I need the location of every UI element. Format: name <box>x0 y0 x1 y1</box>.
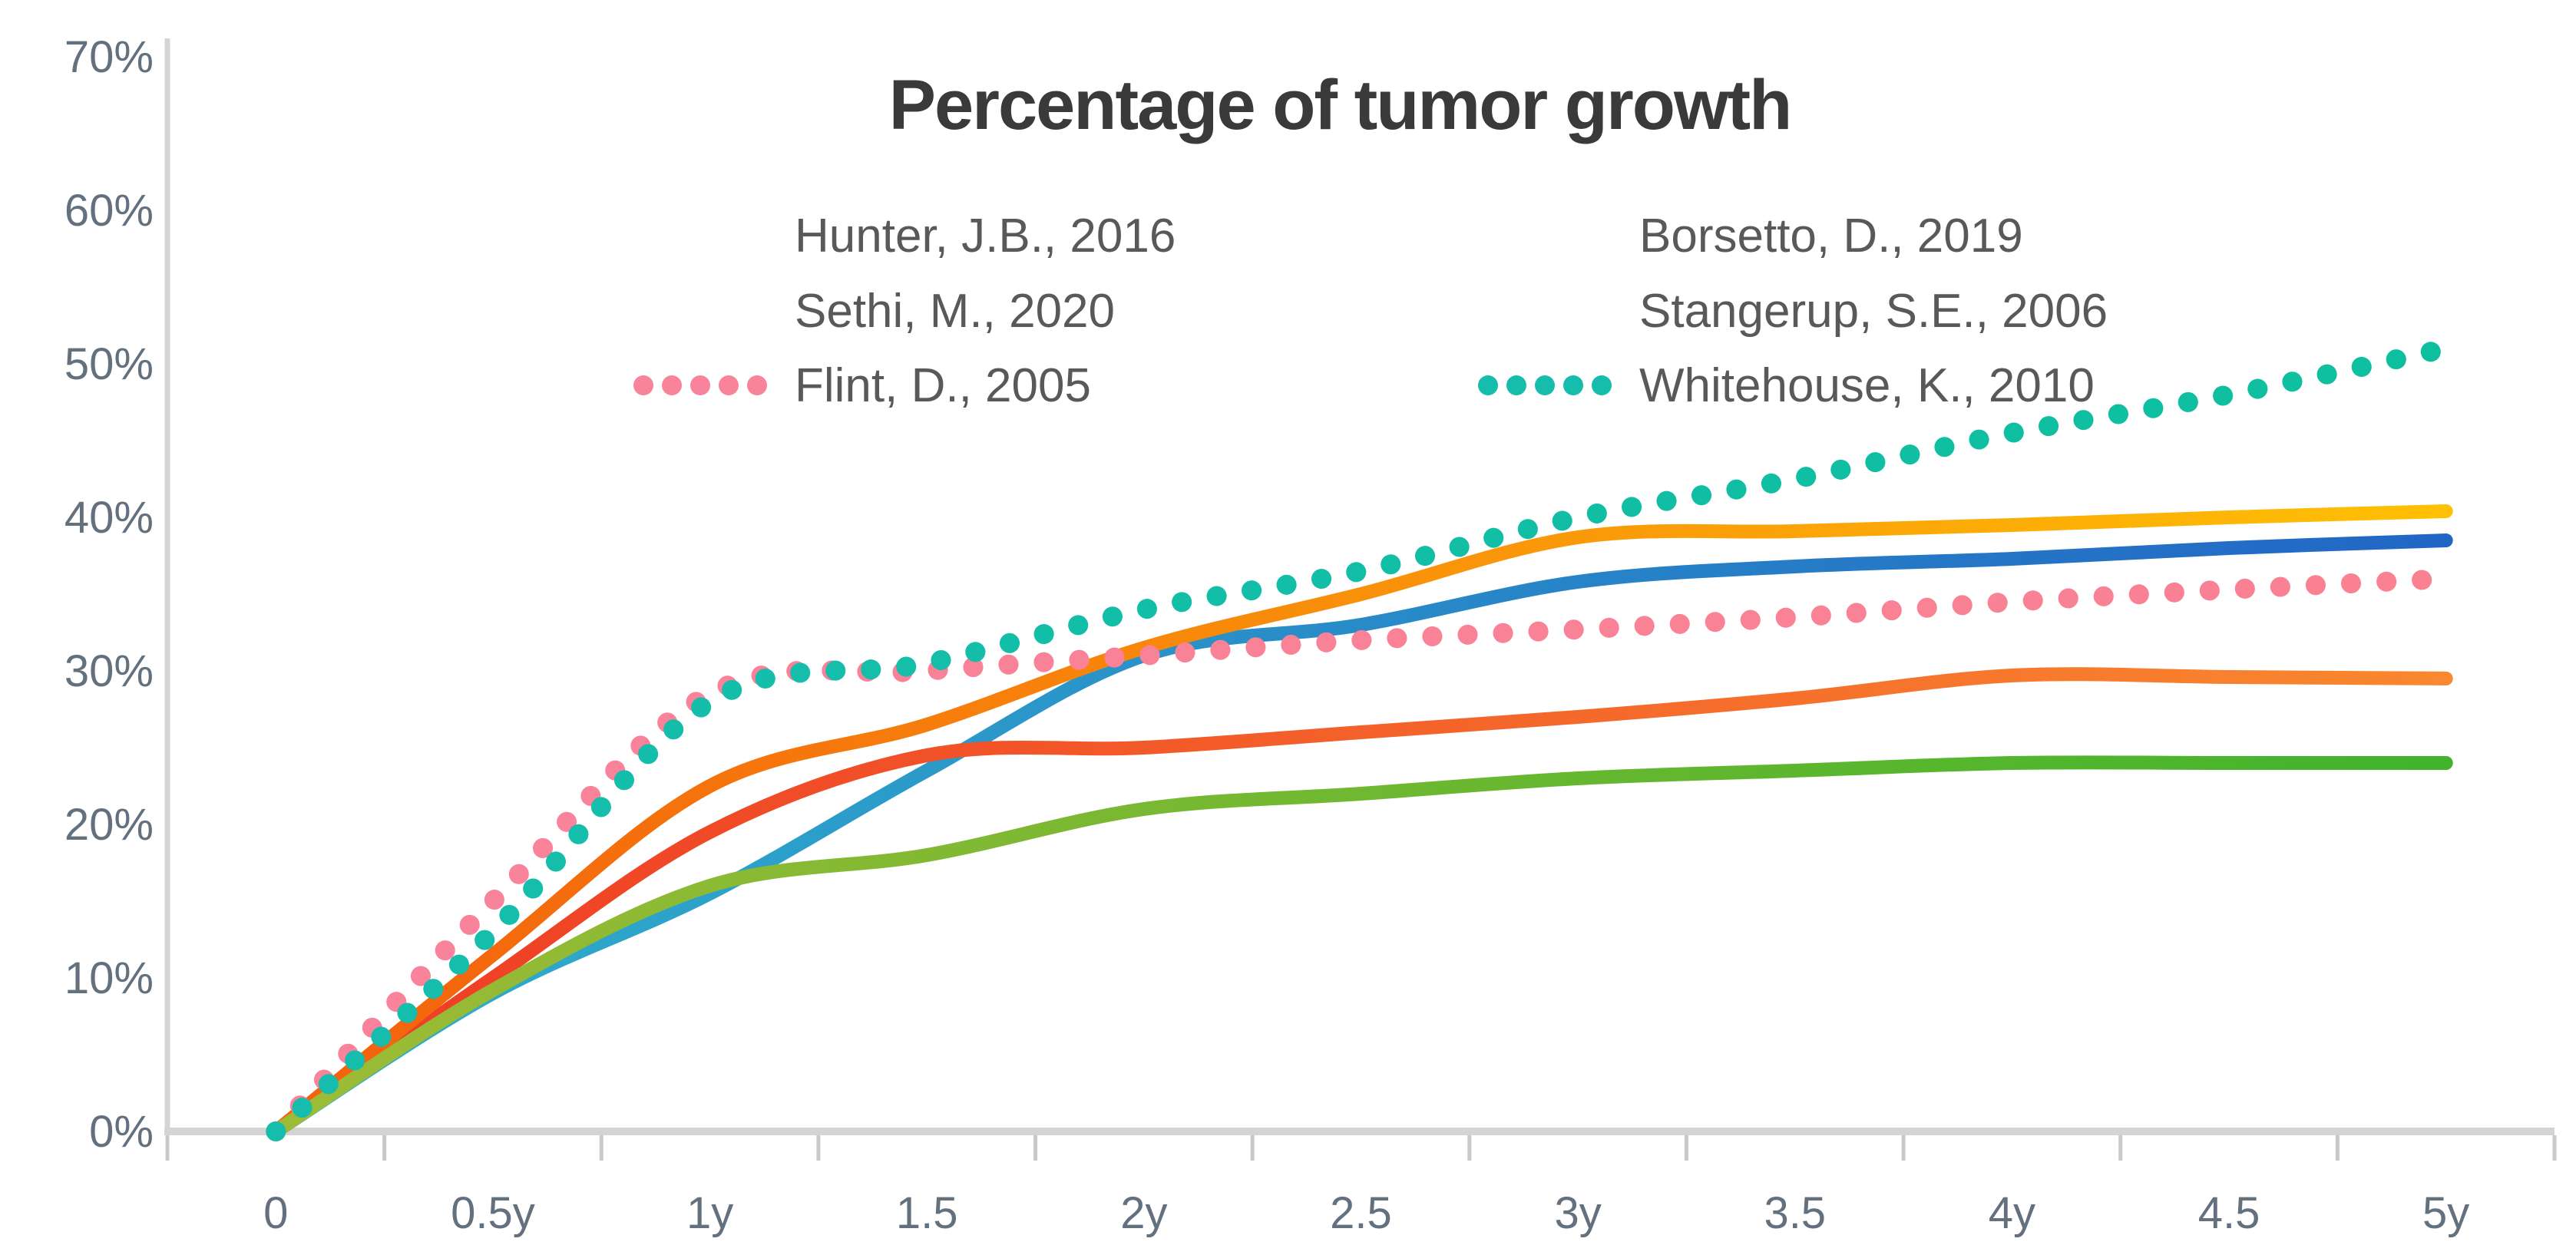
y-axis-label-50: 50% <box>64 339 154 389</box>
legend-marker-dot-flint <box>633 375 653 395</box>
x-axis-label-0.5y: 0.5y <box>451 1188 535 1238</box>
chart-line-hunter <box>269 533 2453 1138</box>
chart-line-flint <box>266 569 2456 1141</box>
y-axis-label-70: 70% <box>64 32 154 82</box>
labels-layer: 0% 10% 20% 30% 40% 50% 60% 70% 0 0.5y 1y 1.5 2y 2.5 3y… <box>64 32 2469 1238</box>
y-axis-label-30: 30% <box>64 646 154 696</box>
legend-marker-dot-whitehouse <box>1478 375 1498 395</box>
legend-item-stangerup: Stangerup, S.E., 2006 <box>1467 285 2108 338</box>
legend-label-whitehouse: Whitehouse, K., 2010 <box>1639 359 2095 412</box>
legend-item-whitehouse: Whitehouse, K., 2010 <box>1478 359 2095 412</box>
legend-marker-dot-flint <box>690 375 710 395</box>
legend-item-sethi: Sethi, M., 2020 <box>623 285 1115 338</box>
legend: Hunter, J.B., 2016 Borsetto, D., 2019 Seth… <box>623 210 2108 412</box>
legend-label-stangerup: Stangerup, S.E., 2006 <box>1639 285 2108 338</box>
x-axis-label-3y: 3y <box>1555 1188 1602 1238</box>
x-axis-label-1y: 1y <box>686 1188 733 1238</box>
x-axis-label-4y: 4y <box>1989 1188 2035 1238</box>
chart-line-stangerup <box>269 755 2453 1138</box>
chart-line-sethi <box>269 504 2453 1138</box>
legend-marker-dot-flint <box>747 375 767 395</box>
series-layer <box>266 339 2456 1141</box>
legend-item-hunter: Hunter, J.B., 2016 <box>623 210 1176 263</box>
axes-layer <box>164 38 2557 1161</box>
y-axis-label-60: 60% <box>64 186 154 236</box>
legend-marker-dot-whitehouse <box>1563 375 1583 395</box>
legend-marker-dot-whitehouse <box>1506 375 1526 395</box>
legend-marker-dot-whitehouse <box>1592 375 1612 395</box>
legend-label-borsetto: Borsetto, D., 2019 <box>1639 210 2023 263</box>
legend-label-flint: Flint, D., 2005 <box>795 359 1091 412</box>
x-axis-label-0: 0 <box>263 1188 288 1238</box>
x-axis-label-5y: 5y <box>2422 1188 2469 1238</box>
y-axis-label-10: 10% <box>64 953 154 1003</box>
y-axis-label-20: 20% <box>64 800 154 850</box>
y-axis-label-40: 40% <box>64 493 154 543</box>
legend-label-sethi: Sethi, M., 2020 <box>795 285 1115 338</box>
x-axis-label-3.5: 3.5 <box>1764 1188 1826 1238</box>
x-axis-label-2.5: 2.5 <box>1330 1188 1392 1238</box>
y-axis-label-0: 0% <box>89 1107 154 1157</box>
legend-item-flint: Flint, D., 2005 <box>633 359 1091 412</box>
x-axis-label-1.5: 1.5 <box>896 1188 958 1238</box>
legend-marker-dot-flint <box>662 375 682 395</box>
legend-label-hunter: Hunter, J.B., 2016 <box>795 210 1176 263</box>
chart-line-borsetto <box>269 667 2453 1138</box>
legend-item-borsetto: Borsetto, D., 2019 <box>1467 210 2023 263</box>
chart-line-whitehouse <box>266 339 2456 1141</box>
legend-marker-dot-flint <box>719 375 739 395</box>
x-axis-label-2y: 2y <box>1120 1188 1167 1238</box>
legend-marker-dot-whitehouse <box>1535 375 1555 395</box>
chart-title: Percentage of tumor growth <box>889 66 1791 144</box>
x-axis-label-4.5: 4.5 <box>2198 1188 2260 1238</box>
